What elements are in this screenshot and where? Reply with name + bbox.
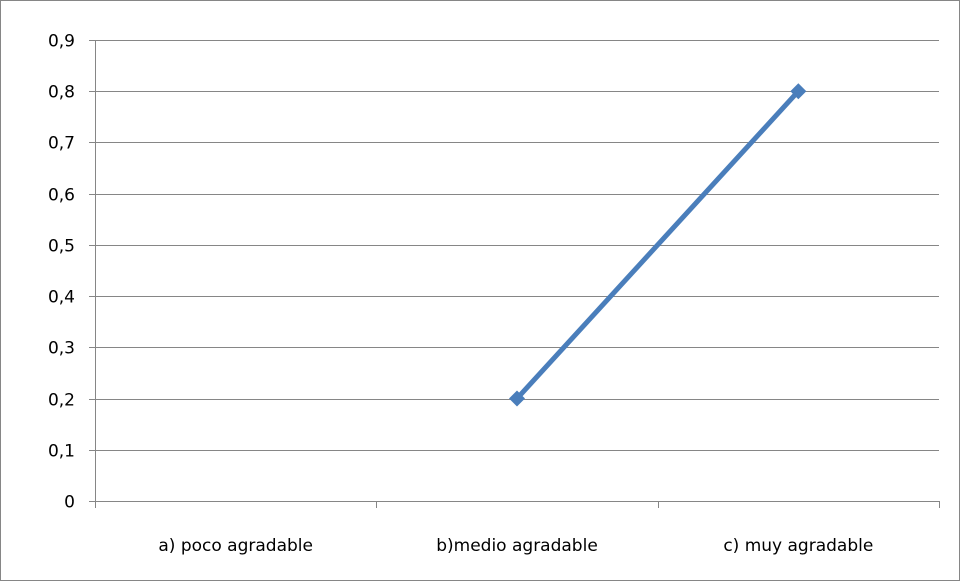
y-tick-label: 0,5 (48, 237, 75, 257)
gridlines (95, 40, 939, 451)
y-tick-label: 0,9 (48, 32, 75, 52)
y-axis-ticks: 0 0,1 0,2 0,3 0,4 0,5 0,6 0,7 0,8 0,9 (48, 32, 95, 513)
x-tick-label: c) muy agradable (723, 536, 873, 556)
y-tick-label: 0,2 (48, 391, 75, 411)
y-tick-label: 0,1 (48, 442, 75, 462)
x-tick-label: b)medio agradable (436, 536, 598, 556)
series-line (515, 89, 801, 401)
x-axis-ticks: a) poco agradable b)medio agradable c) muy… (95, 501, 940, 556)
data-point-marker (509, 390, 525, 407)
y-tick-label: 0,8 (48, 83, 75, 103)
y-tick-label: 0,4 (48, 288, 75, 308)
y-tick-label: 0,3 (48, 339, 75, 359)
data-point-marker (790, 83, 807, 100)
x-tick-label: a) poco agradable (158, 536, 313, 556)
y-tick-label: 0 (64, 493, 75, 513)
axes (95, 40, 939, 502)
y-tick-label: 0,7 (48, 134, 75, 154)
series-layer (509, 83, 807, 407)
y-tick-label: 0,6 (48, 186, 75, 206)
